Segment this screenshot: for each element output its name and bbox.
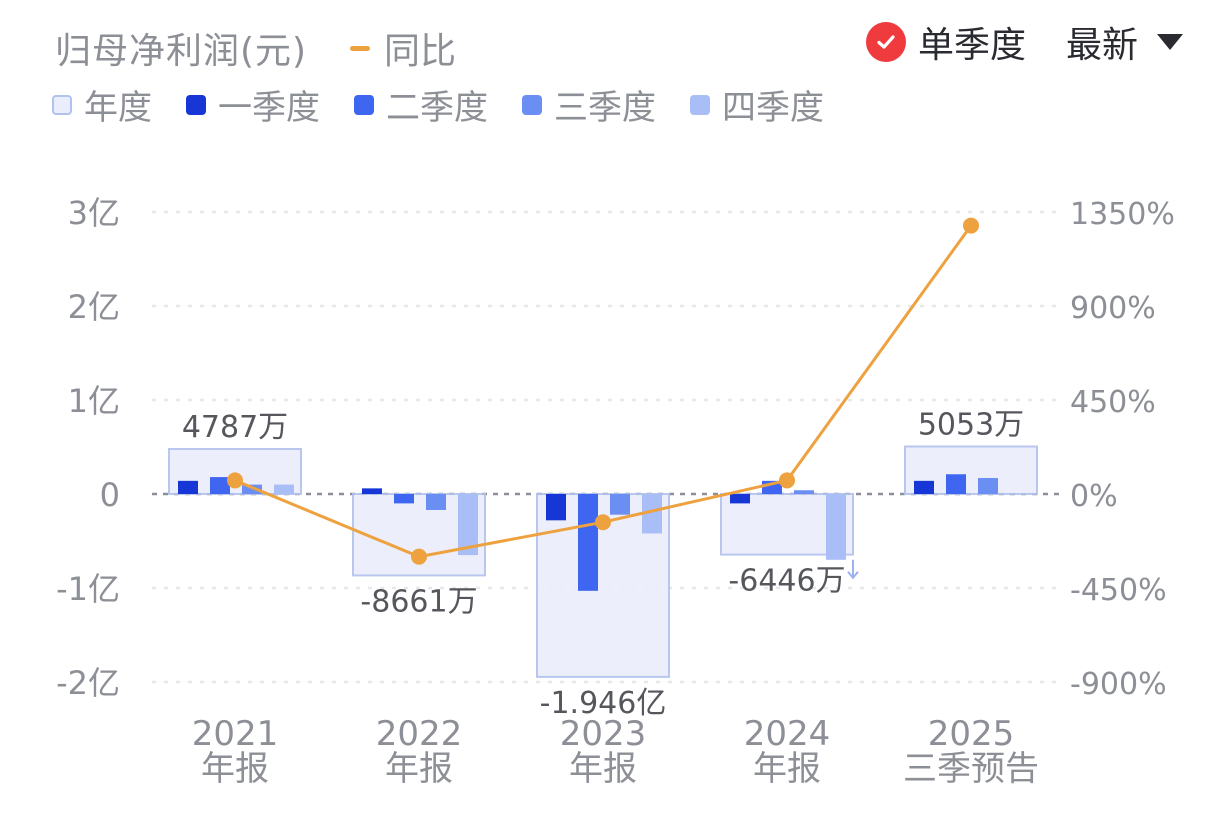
y-right-tick-label: -900% xyxy=(1070,667,1167,702)
legend-label: 年度 xyxy=(84,88,152,128)
yoy-line-swatch xyxy=(350,45,370,51)
checkmark-icon xyxy=(865,22,906,62)
yoy-legend: 同比 xyxy=(350,22,456,74)
down-arrow-icon xyxy=(847,559,859,580)
quarter-bar xyxy=(426,494,446,510)
quarter-bar xyxy=(610,494,630,515)
quarter-bar xyxy=(210,477,230,494)
y-right-tick-label: -450% xyxy=(1070,573,1167,608)
x-tick-sub-label: 年报 xyxy=(753,749,821,789)
legend-item[interactable]: 年度 xyxy=(52,80,152,129)
y-left-tick-label: 1亿 xyxy=(68,382,120,420)
y-left-tick-label: 2亿 xyxy=(68,288,120,326)
quarter-bar xyxy=(642,494,662,534)
y-right-tick-label: 1350% xyxy=(1070,197,1175,232)
y-left-tick-label: 0 xyxy=(100,476,120,514)
legend-label: 二季度 xyxy=(386,88,488,128)
y-right-tick-label: 900% xyxy=(1070,291,1156,326)
chart-controls: 单季度 最新 xyxy=(865,16,1184,68)
single-quarter-label: 单季度 xyxy=(917,25,1026,66)
legend-swatch xyxy=(186,94,206,115)
legend-item[interactable]: 二季度 xyxy=(354,80,488,129)
quarter-bar xyxy=(794,490,814,494)
yoy-point xyxy=(411,548,427,565)
chart-header: 归母净利润(元) 同比 单季度 最新 xyxy=(55,14,1184,72)
quarter-bar xyxy=(914,480,934,494)
x-tick-year-label: 2021 xyxy=(192,714,279,754)
legend-item[interactable]: 一季度 xyxy=(186,80,320,129)
x-tick-sub-label: 年报 xyxy=(201,749,269,789)
x-tick-sub-label: 三季预告 xyxy=(903,749,1039,789)
y-left-tick-label: -2亿 xyxy=(56,664,120,702)
x-tick-year-label: 2023 xyxy=(560,714,647,754)
x-tick-year-label: 2025 xyxy=(928,714,1015,754)
annual-value-label: -1.946亿 xyxy=(540,686,667,721)
x-tick-sub-label: 年报 xyxy=(385,749,453,789)
annual-bar xyxy=(904,445,1038,495)
caret-down-icon xyxy=(1157,34,1183,50)
yoy-point xyxy=(963,217,979,234)
legend-swatch xyxy=(354,94,374,115)
quarter-bar xyxy=(178,480,198,494)
annual-value-label: 4787万 xyxy=(182,410,288,445)
quarter-bar xyxy=(978,478,998,494)
yoy-point xyxy=(227,472,243,489)
legend-label: 三季度 xyxy=(554,88,656,128)
x-tick-sub-label: 年报 xyxy=(569,749,637,789)
quarter-bar xyxy=(242,484,262,494)
period-dropdown-value: 最新 xyxy=(1065,25,1138,66)
legend-item[interactable]: 三季度 xyxy=(522,80,656,129)
annual-value-label: -8661万 xyxy=(360,584,477,619)
quarter-bar xyxy=(826,494,846,560)
x-tick-year-label: 2022 xyxy=(376,714,463,754)
quarter-bar xyxy=(394,494,414,504)
quarter-bar xyxy=(458,494,478,556)
legend-label: 四季度 xyxy=(722,88,824,128)
quarter-bar xyxy=(946,474,966,494)
annual-value-label: -6446万 xyxy=(728,564,845,599)
chart-title: 归母净利润(元) xyxy=(55,31,308,72)
legend-label: 一季度 xyxy=(218,88,320,128)
y-right-tick-label: 0% xyxy=(1070,479,1118,514)
yoy-point xyxy=(779,472,795,489)
quarter-bar xyxy=(274,484,294,494)
yoy-legend-label: 同比 xyxy=(384,31,457,72)
single-quarter-toggle[interactable]: 单季度 xyxy=(865,16,1026,68)
quarter-bar xyxy=(546,494,566,521)
quarter-bar xyxy=(578,494,598,591)
y-right-tick-label: 450% xyxy=(1070,385,1156,420)
yoy-point xyxy=(595,514,611,531)
chart-legend: 年度 一季度 二季度 三季度 四季度 xyxy=(52,80,858,129)
legend-swatch xyxy=(52,94,72,115)
y-left-tick-label: 3亿 xyxy=(68,194,120,232)
x-tick-year-label: 2024 xyxy=(744,714,831,754)
quarter-bar xyxy=(730,494,750,504)
legend-swatch xyxy=(690,94,710,115)
legend-swatch xyxy=(522,94,542,115)
period-dropdown[interactable]: 最新 xyxy=(1066,16,1184,68)
legend-item[interactable]: 四季度 xyxy=(690,80,824,129)
quarter-bar xyxy=(362,488,382,494)
y-left-tick-label: -1亿 xyxy=(56,570,120,608)
annual-value-label: 5053万 xyxy=(918,408,1024,443)
